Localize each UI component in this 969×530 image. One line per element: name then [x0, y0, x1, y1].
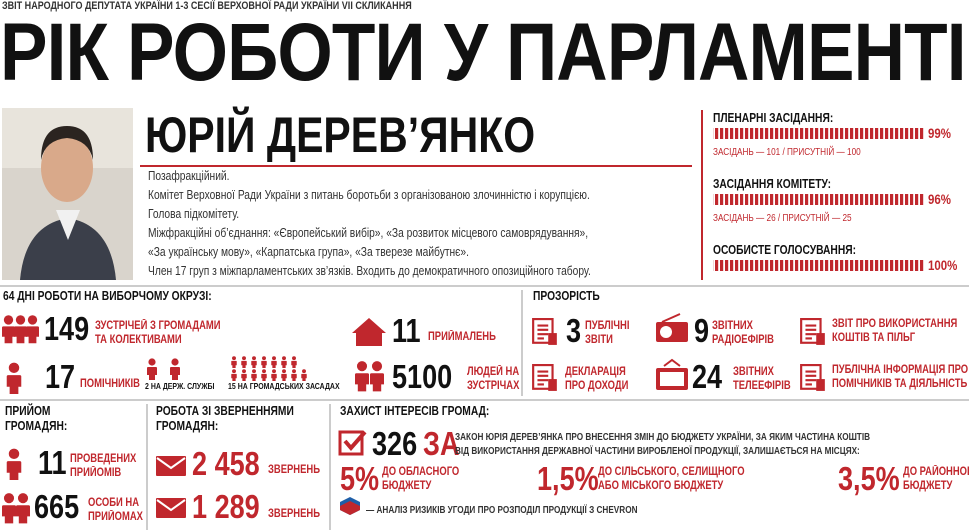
stat-number: 9	[694, 312, 710, 349]
attendance-title: ПЛЕНАРНІ ЗАСІДАННЯ:	[713, 111, 834, 125]
share-label: ДО РАЙОННОГО	[903, 466, 969, 478]
stat-label: ДЕКЛАРАЦІЯ	[565, 366, 626, 378]
bio-line: Міжфракційні об’єднання: «Європейський в…	[148, 226, 589, 240]
stat-number: 11	[392, 312, 421, 349]
page-title: РІК РОБОТИ У ПАРЛАМЕНТІ	[0, 7, 966, 98]
law-text: ЗАКОН ЮРІЯ ДЕРЕВ’ЯНКА ПРО ВНЕСЕННЯ ЗМІН …	[455, 432, 871, 443]
share-label: ДО СІЛЬСЬКОГО, СЕЛИЩНОГО	[598, 466, 745, 478]
footnote: — АНАЛІЗ РИЗИКІВ УГОДИ ПРО РОЗПОДІЛ ПРОД…	[366, 505, 638, 516]
section-title: ПРИЙОМ	[5, 404, 51, 418]
share-percent: 3,5%	[838, 460, 900, 497]
stat-label: ПУБЛІЧНІ	[585, 320, 630, 332]
stat-number: 1 289	[192, 488, 260, 525]
stat-number: 5100	[392, 358, 453, 395]
stat-label: ЗВЕРНЕНЬ	[268, 464, 320, 476]
stat-number: 665	[34, 488, 80, 525]
attendance-title: ЗАСІДАННЯ КОМІТЕТУ:	[713, 177, 832, 191]
attendance-details: ЗАСІДАНЬ — 101 / ПРИСУТНІЙ — 100	[713, 147, 861, 158]
stat-label: ЗВІТ ПРО ВИКОРИСТАННЯ	[832, 318, 958, 330]
stat-number: 2 458	[192, 445, 260, 482]
share-label: АБО МІСЬКОГО БЮДЖЕТУ	[598, 480, 724, 492]
stat-label: ОСОБИ НА	[88, 497, 140, 509]
stat-label: ТЕЛЕЕФІРІВ	[733, 380, 791, 392]
stat-label: ПРИЙОМАХ	[88, 511, 143, 523]
stat-label: ЗВЕРНЕНЬ	[268, 508, 320, 520]
assistants-note: 2 НА ДЕРЖ. СЛУЖБІ	[145, 381, 215, 391]
stat-label: ПРИЙМАЛЕНЬ	[428, 331, 496, 343]
stat-label: ЗВІТНИХ	[733, 366, 774, 378]
stat-label: ЛЮДЕЙ НА	[467, 366, 520, 378]
attendance-percent: 99%	[928, 125, 951, 141]
share-label: ДО ОБЛАСНОГО	[382, 466, 460, 478]
stat-number: 11	[38, 444, 67, 481]
stat-label: ЗУСТРІЧЕЙ З ГРОМАДАМИ	[95, 320, 221, 332]
stat-label: ПРО ДОХОДИ	[565, 380, 629, 392]
section-title: ГРОМАДЯН:	[156, 419, 219, 433]
subtitle: ЗВІТ НАРОДНОГО ДЕПУТАТА УКРАЇНИ 1-3 СЕСІ…	[2, 0, 412, 12]
share-label: БЮДЖЕТУ	[382, 480, 432, 492]
stat-label: РАДІОЕФІРІВ	[712, 334, 774, 346]
stat-label: ПРОВЕДЕНИХ	[70, 453, 137, 465]
stat-label: ТА КОЛЕКТИВАМИ	[95, 334, 182, 346]
votes-number: 326	[372, 425, 418, 462]
section-title: 64 ДНІ РОБОТИ НА ВИБОРЧОМУ ОКРУЗІ:	[3, 289, 212, 303]
stat-label: ПРИЙОМІВ	[70, 467, 122, 479]
stat-number: 3	[566, 312, 582, 349]
bio-line: Член 17 груп з міжпарламентських зв’язкі…	[148, 264, 591, 278]
bio-line: Голова підкомітету.	[148, 207, 240, 221]
stat-label: ПОМІЧНИКІВ ТА ДІЯЛЬНІСТЬ	[832, 378, 968, 390]
photo	[2, 108, 133, 280]
dividers	[0, 110, 969, 530]
stat-label: КОШТІВ ТА ПІЛЬГ	[832, 332, 916, 344]
share-percent: 1,5%	[537, 460, 599, 497]
stat-label: ЗВІТНИХ	[712, 320, 753, 332]
section-title: ПРОЗОРІСТЬ	[533, 289, 600, 303]
share-percent: 5%	[340, 460, 380, 497]
attendance-percent: 100%	[928, 257, 958, 273]
icons	[2, 313, 826, 524]
attendance-bars	[713, 128, 925, 271]
votes-word: ЗА	[423, 425, 460, 462]
stat-number: 24	[692, 358, 723, 395]
attendance-percent: 96%	[928, 191, 951, 207]
section-title: РОБОТА ЗІ ЗВЕРНЕННЯМИ	[156, 404, 294, 418]
share-label: БЮДЖЕТУ	[903, 480, 953, 492]
stat-number: 149	[44, 310, 90, 347]
bio-line: Комітет Верховної Ради України з питань …	[148, 188, 590, 202]
bio-line: Позафракційний.	[148, 169, 230, 183]
deputy-name: ЮРІЙ ДЕРЕВ’ЯНКО	[145, 107, 536, 163]
stat-label: ЗВІТИ	[585, 334, 613, 346]
stat-label: ПОМІЧНИКІВ	[80, 378, 140, 390]
stat-label: ПУБЛІЧНА ІНФОРМАЦІЯ ПРО	[832, 364, 969, 376]
bio-line: «За українську мову», «Карпатська група»…	[148, 245, 469, 259]
section-title: ГРОМАДЯН:	[5, 419, 68, 433]
attendance-details: ЗАСІДАНЬ — 26 / ПРИСУТНІЙ — 25	[713, 213, 852, 224]
law-text: ВІД ВИКОРИСТАННЯ ДЕРЖАВНОЇ ЧАСТИНИ ВИРОБ…	[455, 446, 860, 457]
stat-label: ЗУСТРІЧАХ	[467, 380, 520, 392]
attendance-title: ОСОБИСТЕ ГОЛОСУВАННЯ:	[713, 243, 857, 257]
section-title: ЗАХИСТ ІНТЕРЕСІВ ГРОМАД:	[340, 404, 490, 418]
assistants-note: 15 НА ГРОМАДСЬКИХ ЗАСАДАХ	[228, 381, 340, 391]
stat-number: 17	[45, 358, 76, 395]
